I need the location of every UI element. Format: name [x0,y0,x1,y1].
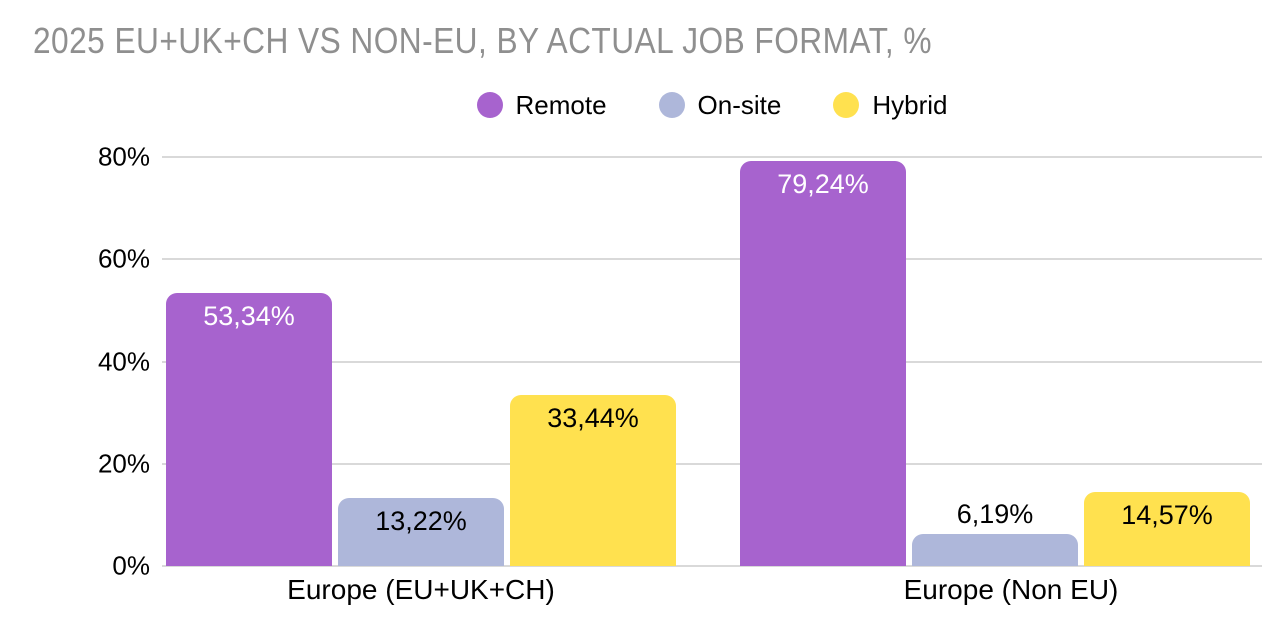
x-axis-label-1: Europe (EU+UK+CH) [287,574,555,605]
legend-swatch-icon [658,92,685,118]
bar-on-site-1 [338,498,504,566]
bar-hybrid-2 [1084,491,1250,566]
legend-item-on-site: On-site [658,89,782,121]
legend-label: Remote [515,89,607,120]
bar-wrap: 14,57% [1084,157,1250,566]
legend-item-remote: Remote [476,89,607,121]
legend-item-hybrid: Hybrid [833,89,948,121]
legend-swatch-icon [476,92,503,118]
legend: Remote On-site Hybrid [162,88,1262,122]
chart-title: 2025 EU+UK+CH VS NON-EU, BY ACTUAL JOB F… [33,20,933,61]
x-axis-label-2: Europe (Non EU) [903,574,1119,605]
bar-value-label: 33,44% [547,403,639,434]
y-tick-label: 40% [97,346,150,376]
bar-value-label: 13,22% [375,506,467,537]
legend-label: On-site [697,89,782,120]
bar-value-label: 6,19% [956,499,1034,530]
bar-group-2: 79,24% 6,19% 14,57% [740,157,1250,566]
gridline-80% [162,156,1262,158]
legend-label: Hybrid [872,89,948,120]
gridline-20% [162,462,1262,465]
bar-value-label: 53,34% [203,301,295,332]
gridline-60% [162,258,1262,261]
bar-on-site-2 [912,534,1078,566]
bar-group-1: 53,34% 13,22% 33,44% [166,157,676,566]
bar-series: 53,34% 13,22% 33,44% 79,24% 6,19% 14,57% [162,157,1262,566]
bar-wrap: 53,34% [166,157,332,566]
bar-wrap: 79,24% [740,157,906,566]
y-tick-label: 80% [97,141,150,172]
bar-remote-1 [166,293,332,566]
bar-wrap: 33,44% [510,157,676,566]
bar-value-label: 14,57% [1121,499,1213,530]
y-tick-label: 0% [112,550,150,581]
gridline-40% [162,360,1262,363]
bar-wrap: 13,22% [338,157,504,566]
legend-swatch-icon [833,92,860,118]
y-tick-label: 60% [97,243,150,274]
bar-wrap: 6,19% [912,157,1078,566]
plot-area: 0% 20% 40% 60% 80% 53,34% 13,22% 33,44% 79,24% 6… [98,142,1262,581]
bar-remote-2 [740,160,906,566]
bar-hybrid-1 [510,395,676,566]
bar-value-label: 79,24% [777,168,869,199]
x-axis-labels: Europe (EU+UK+CH) Europe (Non EU) [162,574,1278,606]
gridline-0% [162,565,1262,567]
y-tick-label: 20% [97,448,150,479]
